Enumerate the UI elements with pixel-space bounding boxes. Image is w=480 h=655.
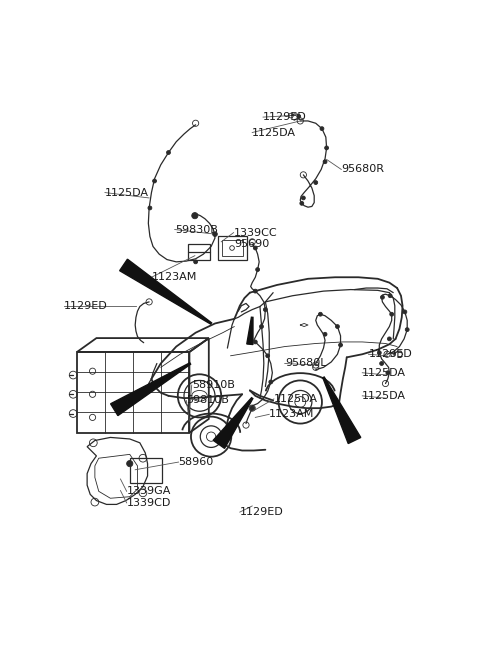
Circle shape [314, 181, 318, 185]
Circle shape [338, 343, 343, 347]
Polygon shape [120, 259, 212, 324]
Polygon shape [247, 317, 253, 345]
Circle shape [405, 328, 409, 331]
Text: 59810B: 59810B [186, 396, 229, 405]
Circle shape [148, 206, 152, 210]
Bar [222, 240, 243, 257]
Text: 1125DA: 1125DA [105, 187, 149, 198]
Circle shape [253, 246, 257, 250]
Circle shape [387, 337, 391, 341]
Circle shape [127, 460, 133, 466]
Circle shape [386, 371, 390, 375]
Circle shape [324, 146, 328, 150]
Text: 1125DA: 1125DA [362, 391, 406, 401]
Circle shape [260, 325, 264, 328]
Text: 58910B: 58910B [192, 380, 235, 390]
Circle shape [377, 351, 381, 354]
Text: 95680R: 95680R [341, 164, 384, 174]
Text: 1129ED: 1129ED [64, 301, 108, 310]
Circle shape [250, 406, 254, 411]
Bar [77, 352, 190, 433]
Circle shape [297, 115, 300, 119]
Text: 1339CD: 1339CD [127, 498, 171, 508]
Circle shape [213, 232, 217, 236]
Circle shape [269, 380, 273, 384]
Polygon shape [110, 363, 191, 416]
Circle shape [253, 290, 257, 293]
Text: 1339GA: 1339GA [127, 486, 171, 496]
Text: 59830B: 59830B [175, 225, 217, 234]
Text: 1129ED: 1129ED [263, 112, 307, 122]
Circle shape [336, 325, 339, 328]
Circle shape [194, 260, 198, 264]
Circle shape [253, 340, 257, 344]
Text: 1129ED: 1129ED [369, 349, 412, 359]
Text: 1129ED: 1129ED [240, 507, 284, 517]
Circle shape [301, 196, 305, 200]
Circle shape [390, 312, 394, 316]
Bar [188, 244, 210, 259]
Polygon shape [213, 398, 253, 449]
Text: 58960: 58960 [179, 457, 214, 467]
Text: 1125DA: 1125DA [362, 367, 406, 378]
Text: 95690: 95690 [234, 239, 270, 249]
Circle shape [266, 354, 270, 358]
Text: 1339CC: 1339CC [234, 227, 277, 238]
Circle shape [380, 362, 384, 365]
Bar [130, 458, 162, 483]
Circle shape [300, 202, 304, 205]
Text: 1125DA: 1125DA [274, 394, 318, 404]
Text: 1123AM: 1123AM [152, 272, 197, 282]
Circle shape [381, 295, 384, 299]
Circle shape [403, 310, 407, 314]
Circle shape [388, 294, 392, 297]
Circle shape [167, 151, 170, 155]
Polygon shape [323, 377, 361, 443]
Circle shape [256, 268, 260, 271]
Circle shape [318, 312, 323, 316]
Text: 1123AM: 1123AM [269, 409, 314, 419]
Circle shape [264, 308, 267, 312]
Text: 1125DA: 1125DA [252, 128, 296, 138]
Circle shape [153, 179, 156, 183]
Circle shape [323, 160, 327, 164]
Circle shape [192, 213, 198, 219]
Circle shape [320, 126, 324, 130]
Text: 95680L: 95680L [285, 358, 326, 369]
Circle shape [323, 332, 327, 336]
